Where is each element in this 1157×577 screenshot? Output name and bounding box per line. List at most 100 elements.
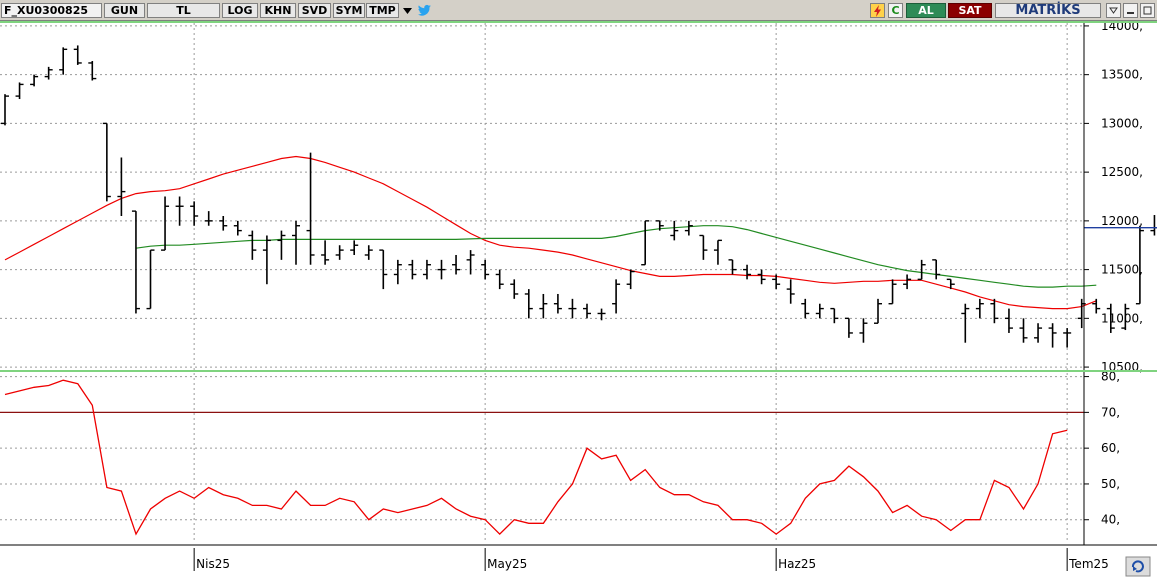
ohlc-bar bbox=[146, 249, 155, 310]
lightning-icon[interactable] bbox=[870, 3, 885, 18]
ohlc-bar bbox=[917, 259, 926, 281]
ohlc-bar bbox=[641, 220, 650, 266]
ohlc-bar bbox=[131, 210, 140, 314]
ohlc-bar bbox=[612, 279, 621, 314]
ohlc-bar bbox=[975, 298, 984, 319]
twitter-bird-icon[interactable] bbox=[417, 3, 432, 18]
moving-average-line bbox=[135, 225, 1097, 288]
oscillator-panel: 40, 50, 60, 70, 80, bbox=[0, 370, 1120, 536]
ohlc-bar bbox=[757, 269, 766, 285]
ohlc-bar bbox=[1121, 303, 1130, 331]
ohlc-bar bbox=[844, 317, 853, 338]
period-selector[interactable]: GUN bbox=[104, 3, 145, 18]
ohlc-bar bbox=[30, 74, 39, 87]
ohlc-bar bbox=[990, 298, 999, 324]
chevron-down-icon[interactable] bbox=[400, 3, 415, 18]
symbol-selector[interactable]: F_XU0300825 bbox=[1, 3, 102, 18]
ohlc-bar bbox=[786, 279, 795, 304]
ohlc-bar bbox=[335, 245, 344, 260]
ohlc-bar bbox=[1048, 323, 1057, 348]
sym-button[interactable]: SYM bbox=[333, 3, 365, 18]
khn-button[interactable]: KHN bbox=[260, 3, 296, 18]
chart-scroll-icon[interactable] bbox=[1125, 556, 1151, 577]
ohlc-bar bbox=[1004, 308, 1013, 333]
ohlc-bar bbox=[743, 264, 752, 280]
ohlc-bar bbox=[1034, 323, 1043, 343]
ohlc-bar bbox=[248, 230, 257, 260]
ohlc-bar bbox=[903, 274, 912, 290]
ohlc-bar bbox=[190, 201, 199, 226]
oscillator-tick-label: 70, bbox=[1101, 405, 1120, 419]
ohlc-bar bbox=[932, 259, 941, 280]
ohlc-bar bbox=[364, 245, 373, 260]
ohlc-bar bbox=[15, 82, 24, 100]
ohlc-bar bbox=[277, 230, 286, 260]
price-tick-label: 12500, bbox=[1101, 165, 1143, 179]
dropdown-icon[interactable] bbox=[1106, 3, 1121, 18]
x-tick-label: Nis25 bbox=[196, 557, 230, 571]
ohlc-bar bbox=[292, 220, 300, 265]
price-tick-label: 11500, bbox=[1101, 263, 1143, 277]
matriks-logo: MATRİKS bbox=[995, 3, 1101, 18]
oscillator-tick-label: 40, bbox=[1101, 513, 1120, 527]
ohlc-bar bbox=[699, 234, 708, 260]
ohlc-bar bbox=[88, 61, 97, 81]
ohlc-bar bbox=[102, 122, 111, 202]
ohlc-bar bbox=[1019, 318, 1028, 343]
axes: 10500,11000,11500,12000,12500,13000,1350… bbox=[0, 19, 1157, 546]
ohlc-bar bbox=[422, 259, 431, 280]
ohlc-bar bbox=[859, 318, 868, 343]
ohlc-bar bbox=[262, 235, 271, 285]
sell-button[interactable]: SAT bbox=[948, 3, 992, 18]
oscillator-tick-label: 80, bbox=[1101, 370, 1120, 384]
refresh-c-icon[interactable]: C bbox=[888, 3, 903, 18]
buy-button[interactable]: AL bbox=[906, 3, 946, 18]
ohlc-bar bbox=[510, 279, 519, 299]
ohlc-bar bbox=[524, 289, 533, 319]
ohlc-bar bbox=[961, 303, 970, 343]
ohlc-bar bbox=[874, 298, 882, 324]
ohlc-bar bbox=[1150, 215, 1157, 236]
ohlc-bar bbox=[728, 259, 737, 275]
ohlc-bar bbox=[946, 278, 955, 290]
price-bars bbox=[1, 45, 1157, 348]
price-tick-label: 13000, bbox=[1101, 116, 1143, 130]
currency-selector[interactable]: TL bbox=[147, 3, 220, 18]
ohlc-bar bbox=[204, 211, 213, 226]
ohlc-bar bbox=[437, 259, 446, 280]
ohlc-bar bbox=[713, 239, 722, 265]
maximize-icon[interactable] bbox=[1140, 3, 1155, 18]
moving-average-lines bbox=[4, 155, 1097, 310]
svd-button[interactable]: SVD bbox=[298, 3, 331, 18]
ohlc-bar bbox=[321, 240, 330, 265]
ohlc-bar bbox=[539, 293, 548, 319]
ohlc-bar bbox=[684, 220, 693, 236]
ohlc-bar bbox=[772, 274, 781, 290]
ohlc-bar bbox=[1106, 303, 1115, 333]
ohlc-bar bbox=[597, 308, 606, 321]
grid-lines bbox=[0, 23, 1084, 543]
ohlc-bar bbox=[481, 259, 490, 280]
x-axis-labels: Nis25 May25 Haz25 Tem25 bbox=[193, 548, 1109, 571]
ohlc-bar bbox=[1063, 328, 1072, 348]
log-button[interactable]: LOG bbox=[222, 3, 258, 18]
price-tick-label: 11000, bbox=[1101, 311, 1143, 325]
minimize-icon[interactable] bbox=[1123, 3, 1138, 18]
ohlc-bar bbox=[379, 249, 388, 290]
price-tick-label: 13500, bbox=[1101, 68, 1143, 82]
ohlc-bar bbox=[117, 157, 126, 216]
ohlc-bar bbox=[350, 240, 359, 255]
ohlc-bar bbox=[626, 269, 635, 290]
ohlc-bar bbox=[830, 307, 839, 324]
tmp-button[interactable]: TMP bbox=[366, 3, 399, 18]
ohlc-bar bbox=[175, 196, 184, 226]
ohlc-bar bbox=[393, 259, 402, 285]
ohlc-bar bbox=[219, 215, 228, 231]
x-tick-label: Haz25 bbox=[778, 557, 816, 571]
oscillator-tick-label: 50, bbox=[1101, 477, 1120, 491]
ohlc-bar bbox=[1092, 298, 1101, 314]
ohlc-bar bbox=[568, 298, 577, 319]
oscillator-line bbox=[4, 379, 1068, 536]
ohlc-bar bbox=[44, 66, 53, 80]
